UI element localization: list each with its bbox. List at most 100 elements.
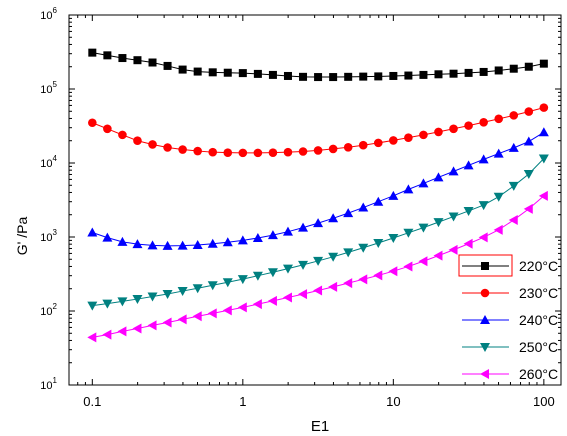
x-tick-label: 0.1 xyxy=(83,394,101,409)
y-tick-label: 103 xyxy=(40,228,57,244)
data-point xyxy=(493,224,503,235)
data-point xyxy=(404,71,413,80)
data-point xyxy=(162,240,173,250)
data-point xyxy=(282,264,293,274)
data-point xyxy=(163,61,172,70)
data-point xyxy=(539,59,548,68)
series-layer xyxy=(87,48,549,343)
y-tick-label: 106 xyxy=(40,6,57,22)
data-point xyxy=(147,240,158,250)
data-point xyxy=(133,56,142,65)
data-point xyxy=(328,144,338,154)
data-point xyxy=(463,206,474,216)
data-point xyxy=(479,117,488,127)
data-point xyxy=(117,326,127,337)
data-point xyxy=(118,54,127,63)
data-point xyxy=(388,233,399,243)
data-point xyxy=(298,147,308,156)
data-point xyxy=(328,252,339,262)
legend-item: 250°C xyxy=(462,339,558,355)
legend-label: 230°C xyxy=(519,285,558,301)
legend-item: 230°C xyxy=(462,285,558,301)
data-point xyxy=(162,289,173,299)
data-point xyxy=(118,130,127,140)
data-point xyxy=(237,275,248,285)
data-point xyxy=(147,292,158,302)
data-point xyxy=(449,69,458,78)
data-point xyxy=(238,69,247,78)
data-point xyxy=(434,127,443,137)
data-point xyxy=(177,314,187,325)
series-1 xyxy=(88,103,549,158)
y-tick-base: 10 xyxy=(40,380,52,392)
data-point xyxy=(403,261,413,272)
data-point xyxy=(132,239,143,249)
data-point xyxy=(523,136,534,146)
data-point xyxy=(509,111,519,120)
x-axis: 0.1 1 10 100 xyxy=(68,15,555,409)
legend-marker xyxy=(480,315,490,324)
data-point xyxy=(313,256,324,266)
legend-highlight-box xyxy=(458,254,513,277)
legend-marker xyxy=(480,343,490,352)
data-point xyxy=(373,138,383,148)
data-point xyxy=(328,213,339,223)
legend-marker xyxy=(480,369,489,379)
y-tick-exponent: 3 xyxy=(53,228,58,237)
data-point xyxy=(133,136,142,146)
data-point xyxy=(208,147,218,157)
data-point xyxy=(267,230,278,240)
data-point xyxy=(268,148,278,157)
data-point xyxy=(207,308,217,319)
data-point xyxy=(403,184,414,194)
legend-item: 220°C xyxy=(458,254,558,277)
data-point xyxy=(344,72,353,81)
data-point xyxy=(463,160,474,170)
data-point xyxy=(267,295,277,306)
data-point xyxy=(132,295,143,305)
data-point xyxy=(494,114,503,124)
data-point xyxy=(223,148,233,157)
data-point xyxy=(478,154,489,164)
data-point xyxy=(448,212,459,222)
y-tick-base: 10 xyxy=(40,306,52,318)
x-tick-label: 100 xyxy=(533,394,555,409)
data-point xyxy=(508,181,519,191)
data-point xyxy=(433,218,444,228)
data-point xyxy=(268,70,277,79)
y-tick-exponent: 4 xyxy=(53,154,58,163)
data-point xyxy=(102,232,113,242)
series-2 xyxy=(87,127,549,250)
y-tick-base: 10 xyxy=(40,158,52,170)
y-axis-label: G' /Pa xyxy=(14,217,30,256)
data-point xyxy=(493,148,504,158)
legend-marker xyxy=(481,262,489,270)
data-point xyxy=(193,67,202,76)
data-point xyxy=(282,226,293,236)
data-point xyxy=(509,64,518,73)
legend-marker xyxy=(480,288,490,298)
data-point xyxy=(464,121,473,130)
series-0 xyxy=(88,48,548,82)
data-point xyxy=(163,143,172,152)
data-point xyxy=(283,71,292,80)
data-point xyxy=(252,232,263,242)
data-point xyxy=(103,124,112,134)
legend-label: 250°C xyxy=(519,339,558,355)
data-point xyxy=(433,250,443,261)
data-point xyxy=(177,240,188,250)
data-point xyxy=(222,305,232,316)
data-point xyxy=(132,323,142,334)
data-point xyxy=(478,201,489,211)
data-point xyxy=(298,260,309,270)
data-point xyxy=(374,72,383,81)
data-point xyxy=(237,235,248,245)
data-point xyxy=(358,140,368,150)
data-point xyxy=(419,70,428,79)
legend-item: 240°C xyxy=(462,312,558,328)
data-point xyxy=(252,299,262,310)
legend: 220°C 230°C 240°C 250°C 260°C xyxy=(458,254,558,382)
data-point xyxy=(253,69,262,78)
data-point xyxy=(253,148,263,158)
series-3 xyxy=(87,154,549,311)
